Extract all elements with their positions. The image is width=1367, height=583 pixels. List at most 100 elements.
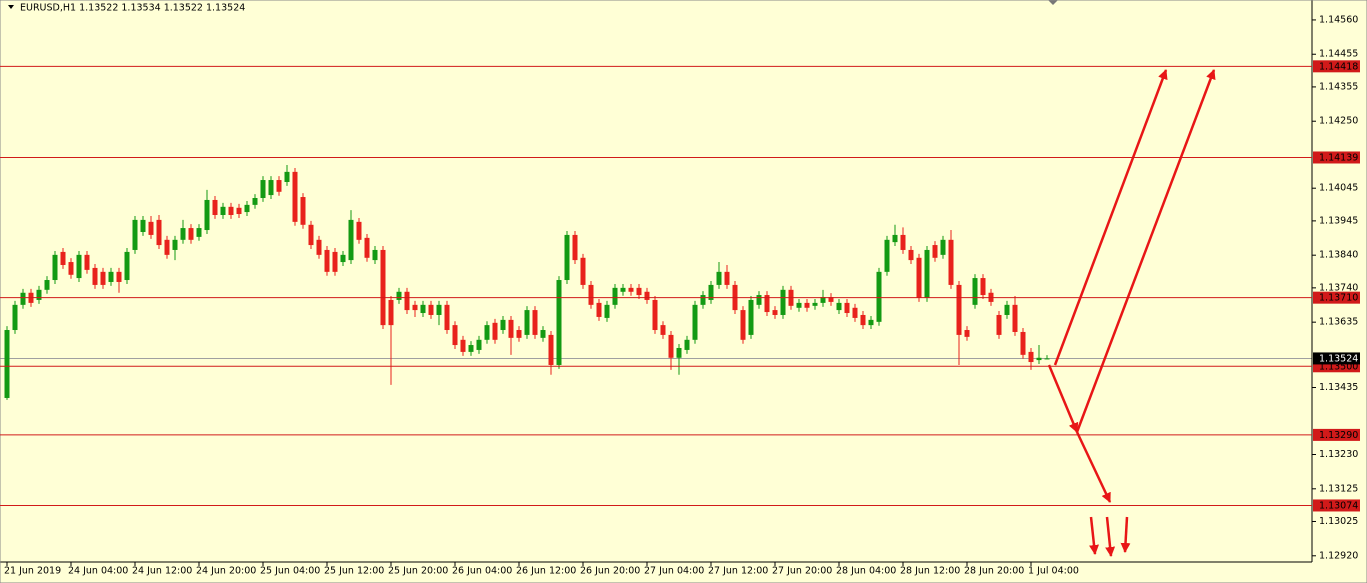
x-tick-label: 26 Jun 20:00 (580, 566, 640, 577)
level-label-box (1313, 291, 1360, 304)
x-tick-label: 27 Jun 12:00 (708, 566, 768, 577)
candle-body (1044, 358, 1050, 360)
y-tick-label: 1.12920 (1319, 550, 1358, 561)
candle-body (772, 310, 778, 315)
candle-body (740, 310, 746, 340)
candle-body (764, 295, 770, 313)
candle-body (532, 310, 538, 335)
y-tick-label: 1.14455 (1319, 49, 1358, 60)
candle-body (812, 302, 818, 306)
candle-body (924, 249, 930, 298)
candle-body (444, 304, 450, 331)
candle-body (636, 287, 642, 296)
level-label: 1.13500 (1319, 361, 1358, 372)
candle-body (956, 284, 962, 335)
candle-body (484, 325, 490, 340)
level-label: 1.14418 (1319, 61, 1358, 72)
candle-body (236, 207, 242, 215)
candle-body (332, 251, 338, 272)
candle-body (52, 254, 58, 281)
candle-body (500, 319, 506, 331)
arrow (1105, 516, 1116, 557)
candle-body (108, 271, 114, 282)
candle-body (44, 280, 50, 290)
candle-body (172, 239, 178, 250)
candle-body (300, 197, 306, 225)
menu-arrow[interactable] (8, 5, 14, 9)
candle-body (756, 295, 762, 305)
level-label-box (1313, 428, 1360, 441)
candle-body (252, 198, 258, 205)
x-tick-label: 25 Jun 12:00 (324, 566, 384, 577)
candle-body (804, 302, 810, 308)
candle-body (940, 239, 946, 255)
candle-body (180, 228, 186, 240)
candle-body (468, 345, 474, 352)
candle-body (932, 245, 938, 258)
candle-body (620, 287, 626, 292)
candle-body (860, 314, 866, 326)
candle-body (1028, 351, 1034, 363)
arrow (1075, 431, 1112, 503)
candle-body (900, 234, 906, 250)
candle-body (276, 180, 282, 192)
arrow (1047, 364, 1079, 433)
level-label: 1.13710 (1319, 293, 1358, 304)
candle-body (116, 271, 122, 282)
candle-body (868, 319, 874, 326)
candle-body (596, 302, 602, 317)
candle-body (292, 171, 298, 222)
candle-body (604, 304, 610, 318)
y-tick-label: 1.13740 (1319, 282, 1358, 293)
candle-body (188, 228, 194, 240)
candle-body (980, 278, 986, 296)
candle-body (460, 339, 466, 352)
level-label: 1.13074 (1319, 500, 1358, 511)
candle-body (284, 171, 290, 182)
candle-body (420, 304, 426, 314)
candle-body (892, 234, 898, 243)
candle-body (380, 249, 386, 326)
level-label-box (1313, 499, 1360, 512)
arrow (1053, 69, 1168, 366)
candle-body (20, 292, 26, 305)
candle-body (92, 267, 98, 285)
candle-body (324, 249, 330, 272)
candle-body (948, 239, 954, 285)
candle-body (796, 302, 802, 308)
candle-body (780, 289, 786, 315)
y-tick-label: 1.14045 (1319, 183, 1358, 194)
candle-body (588, 284, 594, 305)
candle-body (356, 221, 362, 240)
candle-body (884, 239, 890, 272)
candle-body (60, 251, 66, 265)
candle-body (828, 297, 834, 302)
candle-body (4, 330, 10, 398)
x-tick-label: 24 Jun 20:00 (196, 566, 256, 577)
x-tick-label: 26 Jun 04:00 (452, 566, 512, 577)
candle-body (204, 199, 210, 231)
x-tick-label: 24 Jun 04:00 (68, 566, 128, 577)
last-price-box (1313, 352, 1360, 365)
candle-body (668, 334, 674, 358)
arrow (1120, 516, 1131, 553)
candle-body (916, 257, 922, 298)
candle-body (372, 249, 378, 261)
candle-body (148, 221, 154, 235)
x-tick-label: 25 Jun 04:00 (260, 566, 320, 577)
candle-body (844, 302, 850, 314)
candle-body (428, 304, 434, 315)
candle-body (580, 257, 586, 285)
candle-body (660, 325, 666, 335)
candle-body (516, 330, 522, 338)
y-tick-label: 1.13635 (1319, 317, 1358, 328)
level-label-box (1313, 60, 1360, 73)
candle-body (412, 304, 418, 311)
y-tick-label: 1.13230 (1319, 449, 1358, 460)
x-tick-label: 1 Jul 04:00 (1028, 566, 1079, 577)
candle-body (1004, 304, 1010, 315)
x-tick-label: 27 Jun 20:00 (772, 566, 832, 577)
candle-body (684, 339, 690, 350)
